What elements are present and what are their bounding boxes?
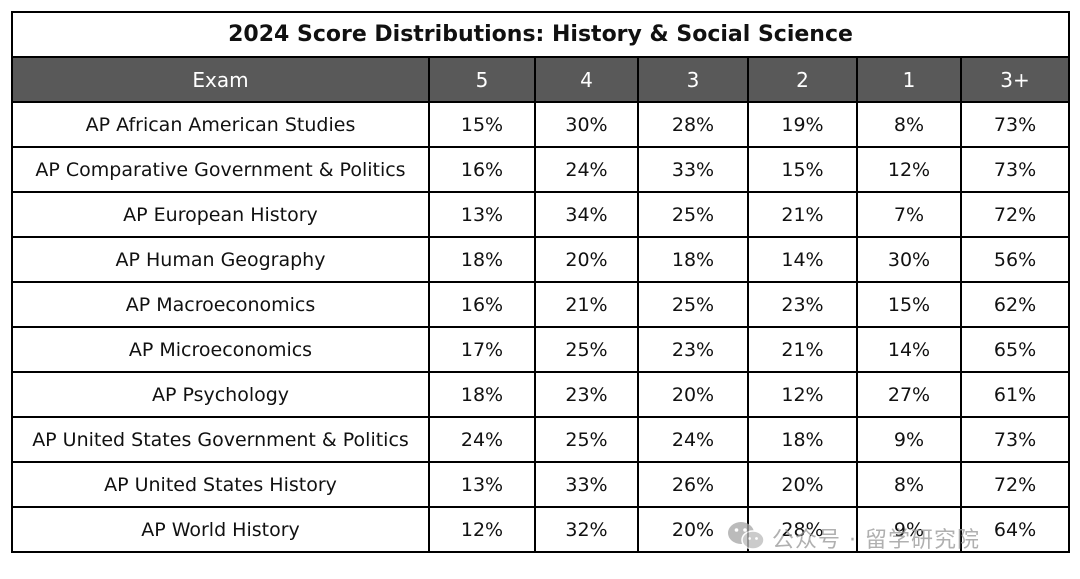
exam-name-cell: AP United States Government & Politics — [11, 416, 430, 463]
score-4-cell: 20% — [534, 236, 639, 283]
score-1-cell: 8% — [856, 101, 962, 148]
exam-name-cell: AP European History — [11, 191, 430, 238]
score-distribution-table: 2024 Score Distributions: History & Soci… — [10, 11, 1071, 553]
exam-name-cell: AP Human Geography — [11, 236, 430, 283]
score-3-cell: 33% — [637, 146, 749, 193]
score-3-cell: 18% — [637, 236, 749, 283]
score-4-cell: 32% — [534, 506, 639, 553]
watermark: 公众号 · 留学研究院 — [726, 520, 980, 556]
score-3-cell: 25% — [637, 191, 749, 238]
column-header-score-1: 1 — [856, 56, 962, 103]
score-2-cell: 23% — [747, 281, 858, 328]
table-row: AP Human Geography 18% 20% 18% 14% 30% 5… — [11, 236, 1071, 283]
score-4-cell: 24% — [534, 146, 639, 193]
score-5-cell: 13% — [428, 191, 536, 238]
table-row: AP Microeconomics 17% 25% 23% 21% 14% 65… — [11, 326, 1071, 373]
column-header-score-4: 4 — [534, 56, 639, 103]
score-3-cell: 25% — [637, 281, 749, 328]
table-row: AP Macroeconomics 16% 21% 25% 23% 15% 62… — [11, 281, 1071, 328]
score-2-cell: 19% — [747, 101, 858, 148]
score-1-cell: 9% — [856, 506, 962, 553]
table-row: AP Comparative Government & Politics 16%… — [11, 146, 1071, 193]
score-3-plus-cell: 61% — [959, 371, 1071, 418]
score-1-cell: 7% — [856, 191, 962, 238]
score-3-plus-cell: 73% — [959, 101, 1071, 148]
score-5-cell: 16% — [428, 146, 536, 193]
score-2-cell: 12% — [747, 371, 858, 418]
score-1-cell: 15% — [856, 281, 962, 328]
table-row: AP United States History 13% 33% 26% 20%… — [11, 461, 1071, 508]
exam-name-cell: AP African American Studies — [11, 101, 430, 148]
wechat-icon — [726, 519, 766, 558]
score-3-plus-cell: 56% — [959, 236, 1071, 283]
exam-name-cell: AP Psychology — [11, 371, 430, 418]
column-header-score-2: 2 — [747, 56, 858, 103]
exam-name-cell: AP Microeconomics — [11, 326, 430, 373]
score-1-cell: 12% — [856, 146, 962, 193]
score-2-cell: 28% — [747, 506, 858, 553]
score-5-cell: 12% — [428, 506, 536, 553]
score-5-cell: 16% — [428, 281, 536, 328]
score-1-cell: 9% — [856, 416, 962, 463]
watermark-text: 公众号 · 留学研究院 — [772, 528, 980, 553]
column-header-score-3-plus: 3+ — [959, 56, 1071, 103]
score-3-cell: 28% — [637, 101, 749, 148]
score-3-plus-cell: 72% — [959, 461, 1071, 508]
exam-name-cell: AP Comparative Government & Politics — [11, 146, 430, 193]
column-header-exam: Exam — [11, 56, 430, 103]
score-4-cell: 33% — [534, 461, 639, 508]
score-4-cell: 34% — [534, 191, 639, 238]
score-2-cell: 14% — [747, 236, 858, 283]
table-row: AP United States Government & Politics 2… — [11, 416, 1071, 463]
score-3-plus-cell: 62% — [959, 281, 1071, 328]
score-5-cell: 18% — [428, 236, 536, 283]
score-3-plus-cell: 64% — [959, 506, 1071, 553]
score-1-cell: 30% — [856, 236, 962, 283]
score-3-cell: 23% — [637, 326, 749, 373]
score-2-cell: 21% — [747, 191, 858, 238]
score-3-plus-cell: 72% — [959, 191, 1071, 238]
table-row: AP Psychology 18% 23% 20% 12% 27% 61% — [11, 371, 1071, 418]
score-4-cell: 25% — [534, 326, 639, 373]
exam-name-cell: AP Macroeconomics — [11, 281, 430, 328]
score-1-cell: 27% — [856, 371, 962, 418]
table-row: AP European History 13% 34% 25% 21% 7% 7… — [11, 191, 1071, 238]
table-row: AP World History 12% 32% 20% 28% 9% 64% — [11, 506, 1071, 553]
score-1-cell: 14% — [856, 326, 962, 373]
table-row: AP African American Studies 15% 30% 28% … — [11, 101, 1071, 148]
score-distribution-table-wrapper: 2024 Score Distributions: History & Soci… — [10, 11, 1071, 562]
score-2-cell: 21% — [747, 326, 858, 373]
score-5-cell: 18% — [428, 371, 536, 418]
exam-name-cell: AP United States History — [11, 461, 430, 508]
score-4-cell: 25% — [534, 416, 639, 463]
score-3-plus-cell: 73% — [959, 416, 1071, 463]
column-header-score-5: 5 — [428, 56, 536, 103]
score-2-cell: 20% — [747, 461, 858, 508]
header-row: Exam 5 4 3 2 1 3+ — [11, 56, 1071, 103]
score-4-cell: 23% — [534, 371, 639, 418]
score-1-cell: 8% — [856, 461, 962, 508]
title-row: 2024 Score Distributions: History & Soci… — [10, 11, 1071, 58]
score-5-cell: 24% — [428, 416, 536, 463]
score-3-plus-cell: 65% — [959, 326, 1071, 373]
exam-name-cell: AP World History — [11, 506, 430, 553]
column-header-score-3: 3 — [637, 56, 749, 103]
score-4-cell: 30% — [534, 101, 639, 148]
score-3-plus-cell: 73% — [959, 146, 1071, 193]
score-3-cell: 26% — [637, 461, 749, 508]
score-4-cell: 21% — [534, 281, 639, 328]
score-5-cell: 13% — [428, 461, 536, 508]
score-5-cell: 17% — [428, 326, 536, 373]
score-3-cell: 24% — [637, 416, 749, 463]
score-3-cell: 20% — [637, 371, 749, 418]
table-title: 2024 Score Distributions: History & Soci… — [10, 11, 1071, 58]
score-2-cell: 18% — [747, 416, 858, 463]
score-2-cell: 15% — [747, 146, 858, 193]
score-5-cell: 15% — [428, 101, 536, 148]
